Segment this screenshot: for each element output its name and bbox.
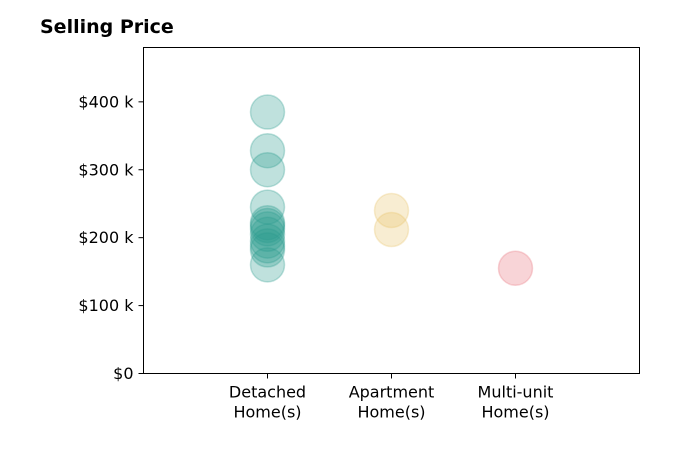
y-tick-label: $300 k [78,160,134,179]
data-point [249,94,286,130]
data-points [249,94,534,286]
x-tick-label-line: Home(s) [481,403,549,422]
data-point [497,250,534,286]
data-point [373,192,410,229]
x-tick-label-line: Home(s) [357,403,425,422]
x-tick-label: Detached Home(s) [229,383,306,422]
x-tick-label-line: Apartment [349,383,435,402]
data-point [249,211,286,247]
data-point [249,228,286,264]
x-axis: Detached Home(s)Apartment Home(s)Multi-uni… [229,373,554,422]
y-tick-label: $100 k [78,296,134,315]
data-point [249,232,286,268]
y-tick-label: $400 k [78,92,134,111]
data-point [249,216,286,253]
data-point [249,204,286,241]
y-axis: $0 $100 k $200 k $300 k $400 k [78,92,144,383]
data-point [249,152,286,188]
data-point [249,132,286,169]
x-tick-label: Apartment Home(s) [349,383,435,422]
x-tick-label-line: Detached [229,383,306,402]
y-tick-label: $0 [113,364,133,383]
y-tick-label: $200 k [78,228,134,247]
x-tick-label-line: Multi-unit [478,383,554,402]
data-point [249,223,286,259]
data-point [249,207,286,244]
data-point [249,189,286,225]
data-point [373,211,410,248]
chart-title: Selling Price [40,16,174,38]
x-tick-label: Multi-unit Home(s) [478,383,554,422]
x-tick-label-line: Home(s) [233,403,301,422]
data-point [249,247,286,283]
